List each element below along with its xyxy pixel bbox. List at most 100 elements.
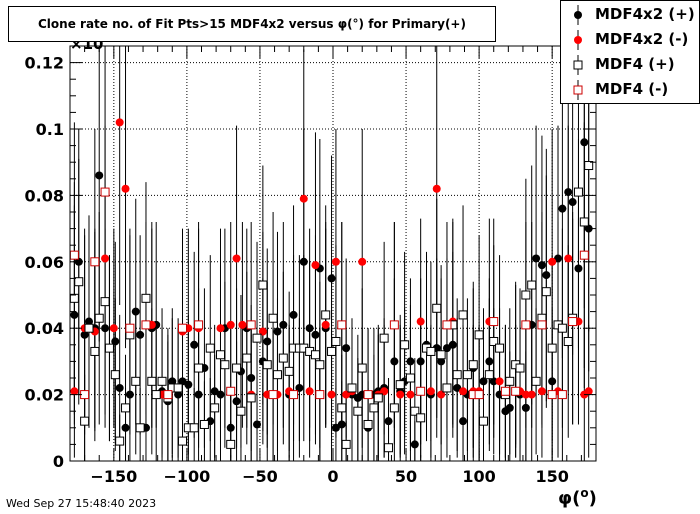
- data-point: [226, 386, 236, 396]
- data-point: [74, 277, 84, 287]
- data-point: [331, 257, 340, 266]
- data-point: [232, 254, 241, 263]
- data-point: [527, 390, 536, 399]
- data-point: [69, 250, 79, 260]
- data-point: [505, 376, 515, 386]
- data-point: [515, 363, 525, 373]
- data-point: [584, 387, 593, 396]
- data-point: [548, 377, 557, 386]
- y-tick-label: 0.06: [25, 253, 64, 272]
- data-point: [205, 343, 215, 353]
- data-point: [426, 387, 435, 396]
- data-point: [210, 387, 219, 396]
- data-point: [327, 274, 336, 283]
- data-point: [147, 376, 157, 386]
- data-point: [135, 423, 145, 433]
- data-point: [258, 327, 267, 336]
- data-point: [531, 376, 541, 386]
- data-point: [547, 343, 557, 353]
- data-point: [242, 353, 252, 363]
- data-point: [521, 403, 530, 412]
- chart-title-text: Clone rate no. of Fit Pts>15 MDF4x2 vers…: [38, 17, 466, 31]
- data-point: [568, 317, 578, 327]
- data-point: [495, 343, 505, 353]
- data-point: [115, 383, 124, 392]
- data-point: [489, 377, 498, 386]
- data-point: [278, 353, 288, 363]
- data-point: [337, 403, 347, 413]
- data-point: [396, 390, 405, 399]
- legend-marker-open-square-red: [573, 80, 583, 100]
- data-point: [410, 406, 420, 416]
- data-point: [369, 403, 379, 413]
- data-point: [190, 340, 199, 349]
- data-point: [305, 324, 314, 333]
- data-point: [305, 387, 314, 396]
- legend-label: MDF4 (-): [595, 80, 669, 98]
- data-point: [236, 406, 246, 416]
- data-point: [400, 340, 410, 350]
- data-point: [210, 403, 220, 413]
- legend-marker-filled-circle-black: [574, 5, 582, 25]
- data-point: [452, 370, 462, 380]
- data-point: [384, 443, 394, 453]
- data-point: [232, 397, 241, 406]
- data-point: [272, 370, 282, 380]
- data-point: [442, 320, 452, 330]
- data-point: [416, 317, 425, 326]
- data-point: [268, 313, 278, 323]
- data-point: [95, 171, 104, 180]
- data-point: [557, 323, 567, 333]
- legend: MDF4x2 (+) MDF4x2 (-) MDF4 (+) MDF4 (-): [560, 0, 700, 104]
- data-point: [69, 293, 79, 303]
- data-point: [389, 403, 399, 413]
- data-point: [474, 390, 484, 400]
- y-tick-label: 0.1: [36, 120, 64, 139]
- data-point: [459, 387, 468, 396]
- data-point: [194, 363, 204, 373]
- data-point: [584, 224, 593, 233]
- data-point: [100, 297, 110, 307]
- data-point: [284, 366, 294, 376]
- data-point: [579, 250, 589, 260]
- data-point: [437, 390, 446, 399]
- data-point: [448, 340, 457, 349]
- data-point: [337, 420, 346, 429]
- data-point: [194, 390, 203, 399]
- y-tick-label: 0.02: [25, 386, 64, 405]
- data-point: [121, 184, 130, 193]
- data-points: [69, 118, 594, 453]
- data-point: [295, 383, 304, 392]
- data-point: [395, 380, 405, 390]
- legend-label: MDF4x2 (-): [595, 30, 689, 48]
- data-point: [299, 194, 308, 203]
- data-point: [390, 357, 399, 366]
- data-point: [311, 261, 320, 270]
- data-point: [157, 376, 167, 386]
- data-point: [289, 310, 298, 319]
- data-point: [489, 336, 499, 346]
- data-point: [580, 138, 589, 147]
- data-point: [189, 423, 199, 433]
- data-point: [131, 376, 141, 386]
- data-point: [216, 324, 225, 333]
- data-point: [437, 357, 446, 366]
- data-point: [379, 333, 389, 343]
- data-point: [121, 423, 130, 432]
- data-point: [406, 357, 415, 366]
- data-point: [478, 416, 488, 426]
- data-point: [226, 423, 235, 432]
- data-point: [495, 377, 504, 386]
- data-point: [500, 386, 510, 396]
- data-point: [453, 383, 462, 392]
- x-tick-label: −50: [242, 467, 278, 486]
- data-point: [358, 257, 367, 266]
- timestamp: Wed Sep 27 15:48:40 2023: [6, 497, 157, 510]
- data-point: [101, 324, 110, 333]
- data-point: [511, 386, 521, 396]
- data-point: [121, 403, 131, 413]
- data-point: [357, 363, 367, 373]
- data-point: [226, 320, 235, 329]
- data-point: [542, 271, 551, 280]
